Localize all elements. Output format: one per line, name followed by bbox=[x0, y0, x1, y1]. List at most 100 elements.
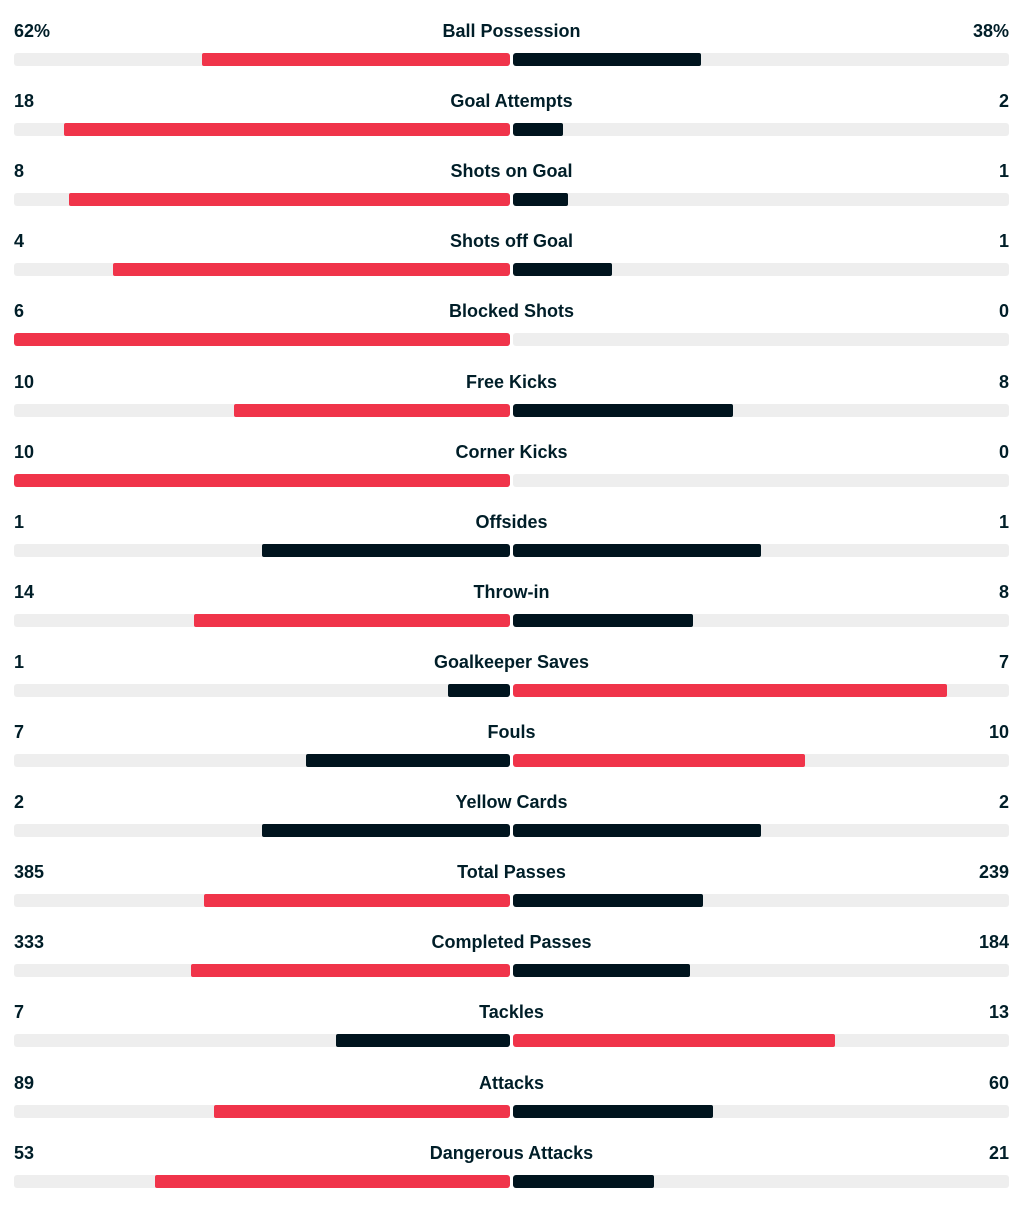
stat-header: 333 Completed Passes 184 bbox=[14, 929, 1009, 955]
home-bar-fill bbox=[113, 263, 510, 276]
home-bar-track bbox=[14, 1034, 510, 1047]
away-bar-track bbox=[513, 964, 1009, 977]
away-bar-track bbox=[513, 333, 1009, 346]
home-value: 62% bbox=[14, 21, 51, 41]
stat-header: 53 Dangerous Attacks 21 bbox=[14, 1140, 1009, 1166]
away-bar-track bbox=[513, 614, 1009, 627]
home-bar-fill bbox=[203, 894, 510, 907]
away-value: 13 bbox=[988, 1002, 1009, 1022]
home-bar-track bbox=[14, 263, 510, 276]
stat-row: 10 Corner Kicks 0 bbox=[0, 439, 1025, 509]
home-bar-fill bbox=[262, 544, 510, 557]
home-bar-fill bbox=[305, 754, 510, 767]
stat-label: Fouls bbox=[487, 722, 536, 742]
home-value: 1 bbox=[14, 652, 25, 672]
away-value: 2 bbox=[998, 792, 1009, 812]
home-value: 2 bbox=[14, 792, 25, 812]
stat-bars bbox=[14, 332, 1009, 347]
home-value: 333 bbox=[14, 932, 45, 952]
stat-header: 7 Tackles 13 bbox=[14, 999, 1009, 1025]
stat-bars bbox=[14, 613, 1009, 628]
home-bar-fill bbox=[14, 333, 510, 346]
home-value: 1 bbox=[14, 512, 25, 532]
away-value: 38% bbox=[972, 21, 1009, 41]
stat-bars bbox=[14, 1174, 1009, 1189]
away-bar-fill bbox=[513, 824, 761, 837]
stat-header: 7 Fouls 10 bbox=[14, 719, 1009, 745]
away-value: 21 bbox=[988, 1143, 1009, 1163]
stat-label: Offsides bbox=[475, 512, 548, 532]
home-bar-track bbox=[14, 1105, 510, 1118]
stat-bars bbox=[14, 963, 1009, 978]
away-bar-fill bbox=[513, 263, 613, 276]
home-value: 10 bbox=[14, 372, 35, 392]
away-value: 60 bbox=[988, 1073, 1009, 1093]
away-bar-track bbox=[513, 404, 1009, 417]
away-value: 8 bbox=[998, 372, 1009, 392]
stat-header: 10 Corner Kicks 0 bbox=[14, 439, 1009, 465]
stat-header: 14 Throw-in 8 bbox=[14, 579, 1009, 605]
away-bar-track bbox=[513, 824, 1009, 837]
away-bar-track bbox=[513, 684, 1009, 697]
stat-header: 18 Goal Attempts 2 bbox=[14, 88, 1009, 114]
away-value: 1 bbox=[998, 512, 1009, 532]
home-bar-fill bbox=[154, 1175, 510, 1188]
stat-label: Total Passes bbox=[457, 862, 566, 882]
stat-label: Corner Kicks bbox=[455, 442, 568, 462]
home-bar-track bbox=[14, 964, 510, 977]
stat-row: 333 Completed Passes 184 bbox=[0, 929, 1025, 999]
stat-label: Goalkeeper Saves bbox=[433, 652, 590, 672]
stat-header: 10 Free Kicks 8 bbox=[14, 369, 1009, 395]
stat-row: 1 Offsides 1 bbox=[0, 509, 1025, 579]
away-bar-fill bbox=[513, 684, 947, 697]
home-bar-track bbox=[14, 754, 510, 767]
away-value: 2 bbox=[998, 91, 1009, 111]
home-value: 53 bbox=[14, 1143, 35, 1163]
away-bar-track bbox=[513, 754, 1009, 767]
stat-header: 385 Total Passes 239 bbox=[14, 859, 1009, 885]
away-bar-track bbox=[513, 1105, 1009, 1118]
stat-bars bbox=[14, 403, 1009, 418]
stat-label: Dangerous Attacks bbox=[429, 1143, 594, 1163]
away-bar-track bbox=[513, 474, 1009, 487]
stat-row: 18 Goal Attempts 2 bbox=[0, 88, 1025, 158]
stat-label: Throw-in bbox=[473, 582, 550, 602]
home-bar-fill bbox=[63, 123, 510, 136]
stat-header: 1 Offsides 1 bbox=[14, 509, 1009, 535]
home-value: 14 bbox=[14, 582, 35, 602]
away-value: 10 bbox=[988, 722, 1009, 742]
stat-header: 2 Yellow Cards 2 bbox=[14, 789, 1009, 815]
home-bar-fill bbox=[336, 1034, 510, 1047]
away-value: 1 bbox=[998, 161, 1009, 181]
away-bar-track bbox=[513, 193, 1009, 206]
home-bar-fill bbox=[202, 53, 510, 66]
away-value: 8 bbox=[998, 582, 1009, 602]
away-value: 184 bbox=[978, 932, 1009, 952]
stat-row: 4 Shots off Goal 1 bbox=[0, 228, 1025, 298]
stat-header: 1 Goalkeeper Saves 7 bbox=[14, 649, 1009, 675]
stat-header: 8 Shots on Goal 1 bbox=[14, 158, 1009, 184]
home-bar-track bbox=[14, 404, 510, 417]
stat-bars bbox=[14, 262, 1009, 277]
stat-header: 62% Ball Possession 38% bbox=[14, 18, 1009, 44]
stat-bars bbox=[14, 823, 1009, 838]
stat-label: Yellow Cards bbox=[455, 792, 568, 812]
home-value: 18 bbox=[14, 91, 35, 111]
away-bar-track bbox=[513, 53, 1009, 66]
home-bar-fill bbox=[194, 614, 510, 627]
stat-row: 7 Tackles 13 bbox=[0, 999, 1025, 1069]
stat-header: 4 Shots off Goal 1 bbox=[14, 228, 1009, 254]
stat-row: 89 Attacks 60 bbox=[0, 1070, 1025, 1140]
home-bar-fill bbox=[14, 474, 510, 487]
home-bar-track bbox=[14, 684, 510, 697]
stat-row: 62% Ball Possession 38% bbox=[0, 18, 1025, 88]
stat-label: Ball Possession bbox=[442, 21, 581, 41]
away-bar-fill bbox=[513, 544, 761, 557]
home-bar-track bbox=[14, 193, 510, 206]
away-bar-track bbox=[513, 544, 1009, 557]
away-bar-fill bbox=[513, 614, 694, 627]
home-value: 385 bbox=[14, 862, 45, 882]
stat-bars bbox=[14, 753, 1009, 768]
away-bar-fill bbox=[513, 894, 703, 907]
stat-bars bbox=[14, 1104, 1009, 1119]
